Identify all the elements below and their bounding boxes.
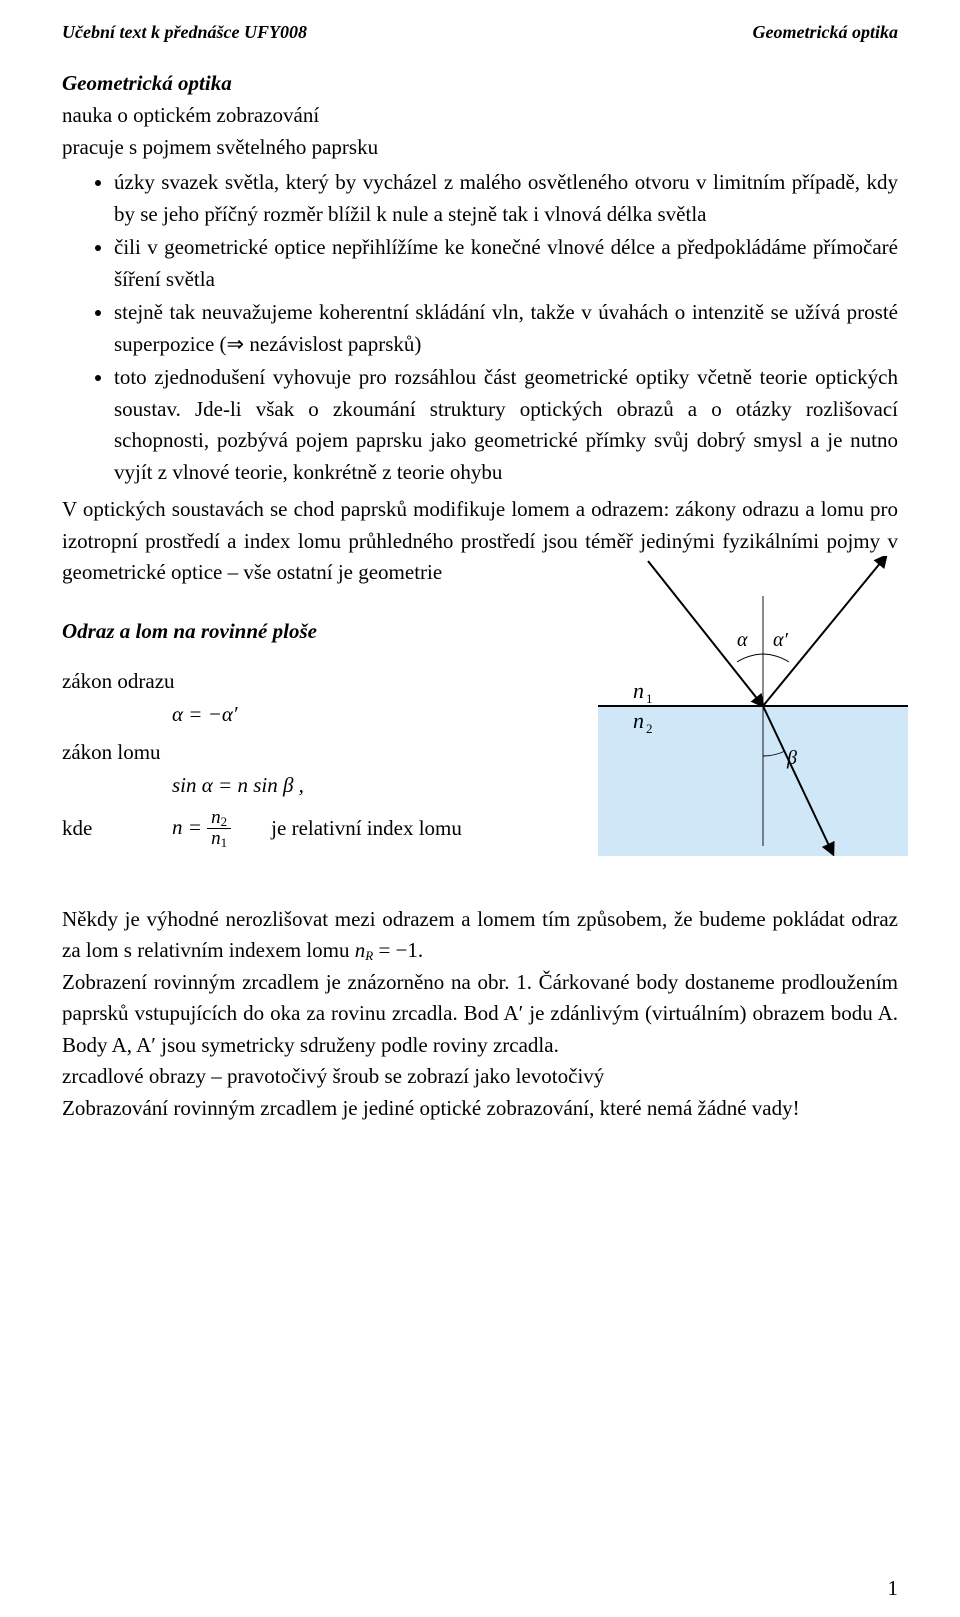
kde-label: kde bbox=[62, 813, 132, 845]
laws-text: zákon odrazu α = −α′ zákon lomu sin α = … bbox=[62, 666, 562, 850]
svg-text:1: 1 bbox=[646, 691, 653, 706]
refraction-eq-text: sin α = n sin β , bbox=[172, 773, 304, 797]
where-row: kde n = n2 n1 je relativní index lomu bbox=[62, 808, 562, 850]
svg-text:n: n bbox=[633, 678, 644, 703]
cp3-text: zrcadlové obrazy – pravotočivý šroub se … bbox=[62, 1064, 604, 1088]
cp1-post: = −1. bbox=[373, 938, 423, 962]
header-right: Geometrická optika bbox=[753, 22, 898, 43]
n-fraction: n2 n1 bbox=[207, 808, 231, 850]
relative-index-text: je relativní index lomu bbox=[271, 813, 462, 845]
closing-paragraph-3: zrcadlové obrazy – pravotočivý šroub se … bbox=[62, 1061, 898, 1093]
n-numerator: n2 bbox=[207, 808, 231, 830]
cp1-nr: n bbox=[355, 938, 366, 962]
svg-text:n: n bbox=[633, 708, 644, 733]
svg-text:β: β bbox=[786, 747, 797, 769]
bullet-item: čili v geometrické optice nepřihlížíme k… bbox=[114, 232, 898, 295]
svg-text:α: α bbox=[737, 629, 748, 651]
refraction-diagram: n1n2αα′β bbox=[538, 556, 908, 856]
cp1-pre: Někdy je výhodné nerozlišovat mezi odraz… bbox=[62, 907, 898, 963]
closing-paragraph-1: Někdy je výhodné nerozlišovat mezi odraz… bbox=[62, 904, 898, 967]
cp4-text: Zobrazování rovinným zrcadlem je jediné … bbox=[62, 1096, 800, 1120]
refraction-equation: sin α = n sin β , bbox=[62, 770, 562, 802]
page-header: Učební text k přednášce UFY008 Geometric… bbox=[62, 22, 898, 43]
n-den-n: n bbox=[211, 828, 221, 849]
header-left: Učební text k přednášce UFY008 bbox=[62, 22, 307, 43]
n-equals: n = n2 n1 bbox=[172, 808, 231, 850]
closing-paragraph-2: Zobrazení rovinným zrcadlem je znázorněn… bbox=[62, 967, 898, 1062]
bullet-item: úzky svazek světla, který by vycházel z … bbox=[114, 167, 898, 230]
refraction-law-label: zákon lomu bbox=[62, 737, 562, 769]
reflection-law-label: zákon odrazu bbox=[62, 666, 562, 698]
bullet-item: toto zjednodušení vyhovuje pro rozsáhlou… bbox=[114, 362, 898, 488]
n-num-sub: 2 bbox=[221, 814, 228, 829]
bullet-item: stejně tak neuvažujeme koherentní skládá… bbox=[114, 297, 898, 360]
intro-line-2: pracuje s pojmem světelného paprsku bbox=[62, 132, 898, 164]
n-den-sub: 1 bbox=[221, 835, 228, 850]
laws-block: zákon odrazu α = −α′ zákon lomu sin α = … bbox=[62, 666, 898, 876]
heading-1: Geometrická optika bbox=[62, 71, 898, 96]
cp2-text: Zobrazení rovinným zrcadlem je znázorněn… bbox=[62, 970, 898, 1057]
page-number: 1 bbox=[888, 1576, 899, 1601]
svg-text:α′: α′ bbox=[773, 629, 788, 651]
reflection-equation: α = −α′ bbox=[62, 699, 562, 731]
n-denominator: n1 bbox=[207, 829, 231, 850]
n-eq-left: n = bbox=[172, 814, 202, 838]
bullet-list: úzky svazek světla, který by vycházel z … bbox=[62, 167, 898, 488]
intro-line-1: nauka o optickém zobrazování bbox=[62, 100, 898, 132]
page-root: Učební text k přednášce UFY008 Geometric… bbox=[0, 0, 960, 1617]
closing-paragraph-4: Zobrazování rovinným zrcadlem je jediné … bbox=[62, 1093, 898, 1125]
svg-text:2: 2 bbox=[646, 721, 653, 736]
n-num-n: n bbox=[211, 807, 221, 828]
